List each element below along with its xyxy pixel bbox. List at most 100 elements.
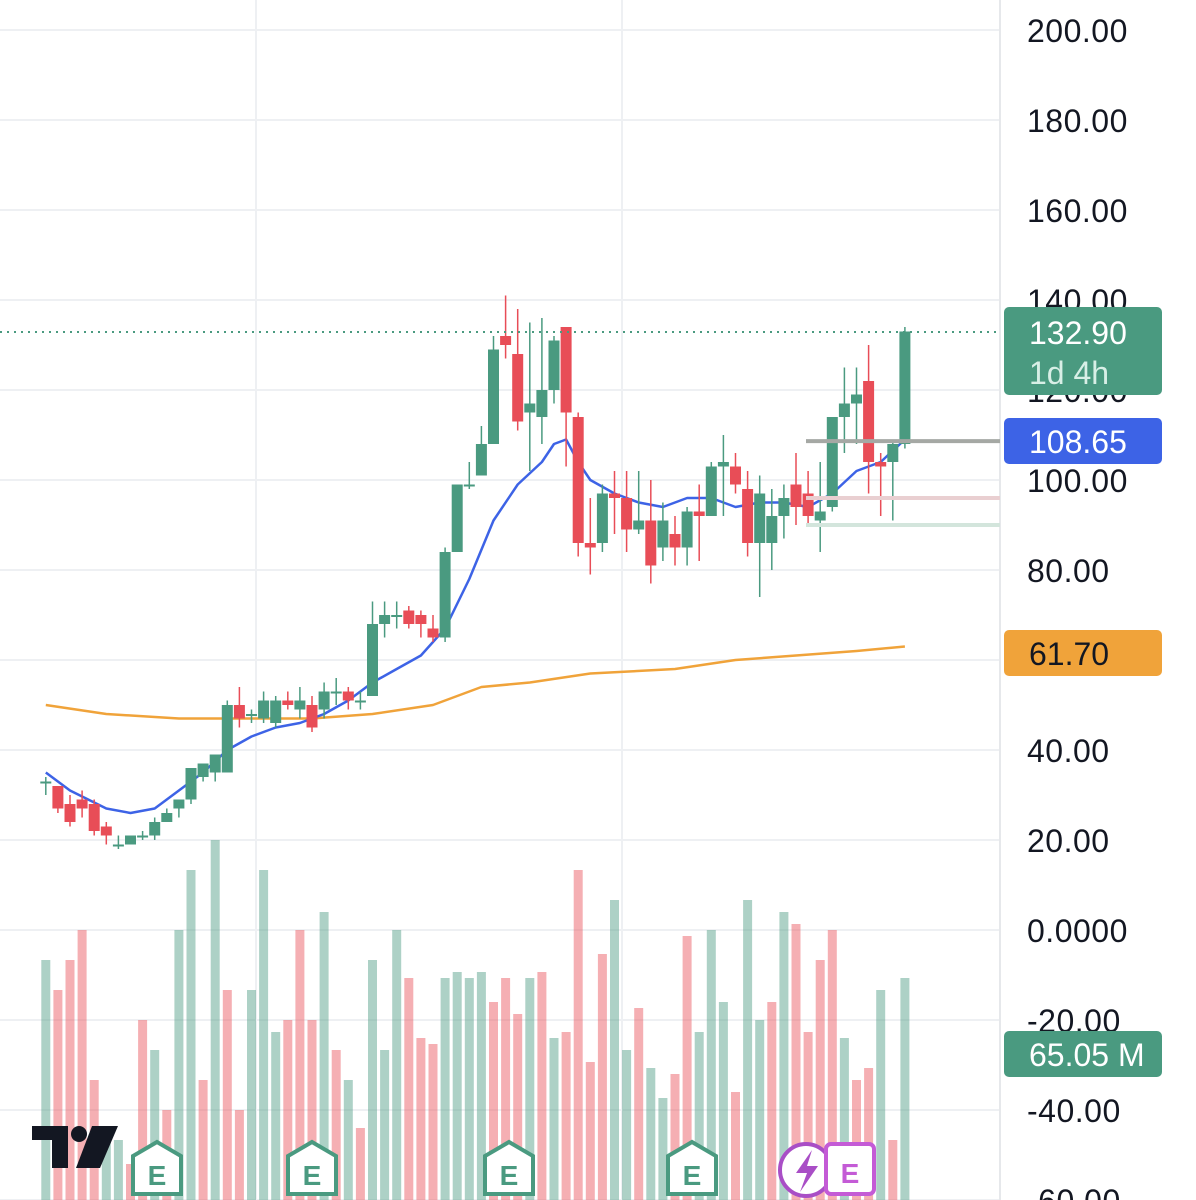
candle-body[interactable] bbox=[88, 804, 100, 831]
candle-body[interactable] bbox=[500, 336, 512, 345]
earnings-marker[interactable] bbox=[286, 1139, 338, 1196]
volume-bar bbox=[198, 1080, 208, 1200]
candle-body[interactable] bbox=[209, 754, 221, 773]
logo-shape-left bbox=[32, 1126, 68, 1168]
price-axis[interactable]: 200.00180.00160.00140.00120.00100.0080.0… bbox=[1027, 13, 1128, 1200]
earnings-marker[interactable] bbox=[131, 1139, 183, 1196]
candle-body[interactable] bbox=[354, 700, 366, 703]
candle-body[interactable] bbox=[536, 390, 548, 417]
candle-body[interactable] bbox=[838, 403, 850, 418]
candle-body[interactable] bbox=[306, 705, 318, 728]
candle-body[interactable] bbox=[669, 534, 681, 548]
volume-bar bbox=[319, 912, 329, 1200]
candle-body[interactable] bbox=[633, 520, 645, 530]
candle-body[interactable] bbox=[778, 498, 790, 516]
candle-body[interactable] bbox=[851, 394, 862, 404]
candle-body[interactable] bbox=[621, 498, 633, 530]
candle-body[interactable] bbox=[197, 763, 209, 778]
volume-bar bbox=[682, 936, 692, 1200]
candle-body[interactable] bbox=[282, 700, 294, 706]
candle-body[interactable] bbox=[572, 417, 584, 543]
candle-body[interactable] bbox=[814, 511, 826, 521]
candle-body[interactable] bbox=[439, 552, 451, 638]
candle-body[interactable] bbox=[899, 331, 911, 445]
candle-body[interactable] bbox=[294, 700, 306, 710]
candle-body[interactable] bbox=[645, 520, 657, 566]
candle-body[interactable] bbox=[318, 691, 330, 710]
volume-bar bbox=[404, 978, 414, 1200]
candle-body[interactable] bbox=[64, 804, 76, 822]
candle-body[interactable] bbox=[246, 714, 257, 716]
volume-bar bbox=[295, 930, 305, 1200]
candle-body[interactable] bbox=[403, 610, 415, 625]
candle-body[interactable] bbox=[112, 844, 124, 847]
candle-body[interactable] bbox=[173, 799, 185, 809]
volume-bar bbox=[573, 870, 583, 1200]
candle-body[interactable] bbox=[560, 327, 572, 413]
candle-body[interactable] bbox=[125, 835, 136, 845]
candle-body[interactable] bbox=[826, 417, 838, 507]
candle-body[interactable] bbox=[40, 781, 52, 784]
candle-body[interactable] bbox=[717, 462, 729, 467]
candle-body[interactable] bbox=[742, 489, 754, 543]
candle-body[interactable] bbox=[330, 691, 342, 694]
candle-body[interactable] bbox=[427, 628, 439, 638]
last-price-badge-text: 1d 4h bbox=[1029, 355, 1109, 391]
candle-body[interactable] bbox=[379, 615, 391, 624]
candle-body[interactable] bbox=[391, 615, 403, 617]
candle-body[interactable] bbox=[161, 813, 173, 822]
candle-body[interactable] bbox=[52, 786, 64, 809]
candle-body[interactable] bbox=[488, 349, 499, 445]
volume-bar bbox=[706, 930, 716, 1200]
candlesticks[interactable] bbox=[40, 295, 911, 850]
candle-body[interactable] bbox=[681, 511, 693, 548]
candle-body[interactable] bbox=[548, 340, 560, 391]
candle-body[interactable] bbox=[367, 624, 378, 696]
volume-bar bbox=[888, 1140, 898, 1200]
candle-body[interactable] bbox=[270, 700, 282, 724]
candle-body[interactable] bbox=[149, 822, 161, 836]
candle-body[interactable] bbox=[475, 444, 487, 476]
candle-body[interactable] bbox=[705, 466, 717, 517]
earnings-marker[interactable] bbox=[483, 1139, 535, 1196]
candle-body[interactable] bbox=[137, 835, 149, 838]
candle-body[interactable] bbox=[802, 493, 814, 517]
candle-body[interactable] bbox=[693, 511, 705, 517]
candle-body[interactable] bbox=[451, 484, 463, 553]
volume-bar bbox=[210, 840, 220, 1200]
candle-body[interactable] bbox=[657, 520, 669, 548]
candle-body[interactable] bbox=[524, 403, 536, 413]
candle-body[interactable] bbox=[596, 493, 608, 544]
candle-body[interactable] bbox=[415, 615, 427, 624]
candle-body[interactable] bbox=[76, 799, 88, 809]
volume-badge-text: 65.05 M bbox=[1029, 1037, 1145, 1073]
upcoming-earnings-marker[interactable] bbox=[824, 1142, 876, 1196]
candle-body[interactable] bbox=[863, 381, 875, 462]
candle-body[interactable] bbox=[584, 543, 596, 548]
candle-body[interactable] bbox=[185, 768, 197, 800]
volume-bar bbox=[138, 1020, 148, 1200]
candle-body[interactable] bbox=[766, 516, 778, 543]
candle-body[interactable] bbox=[754, 493, 766, 544]
candle-body[interactable] bbox=[342, 691, 354, 701]
candle-body[interactable] bbox=[730, 466, 741, 485]
candle-body[interactable] bbox=[258, 700, 270, 719]
candle-body[interactable] bbox=[887, 444, 899, 462]
candle-body[interactable] bbox=[233, 705, 245, 719]
candle-body[interactable] bbox=[512, 354, 524, 422]
volume-bar bbox=[718, 1002, 728, 1200]
candle-body[interactable] bbox=[609, 493, 620, 499]
volume-bar bbox=[259, 870, 269, 1200]
earnings-marker[interactable] bbox=[666, 1139, 718, 1196]
tradingview-logo[interactable] bbox=[32, 1126, 118, 1168]
candle-body[interactable] bbox=[463, 484, 475, 487]
candle-body[interactable] bbox=[875, 462, 887, 467]
candle-body[interactable] bbox=[790, 484, 802, 508]
volume-bar bbox=[283, 1020, 293, 1200]
candle-body[interactable] bbox=[100, 826, 112, 836]
price-axis-tick-label: 200.00 bbox=[1027, 13, 1128, 49]
volume-bar bbox=[743, 900, 753, 1200]
candle-body[interactable] bbox=[221, 705, 233, 773]
